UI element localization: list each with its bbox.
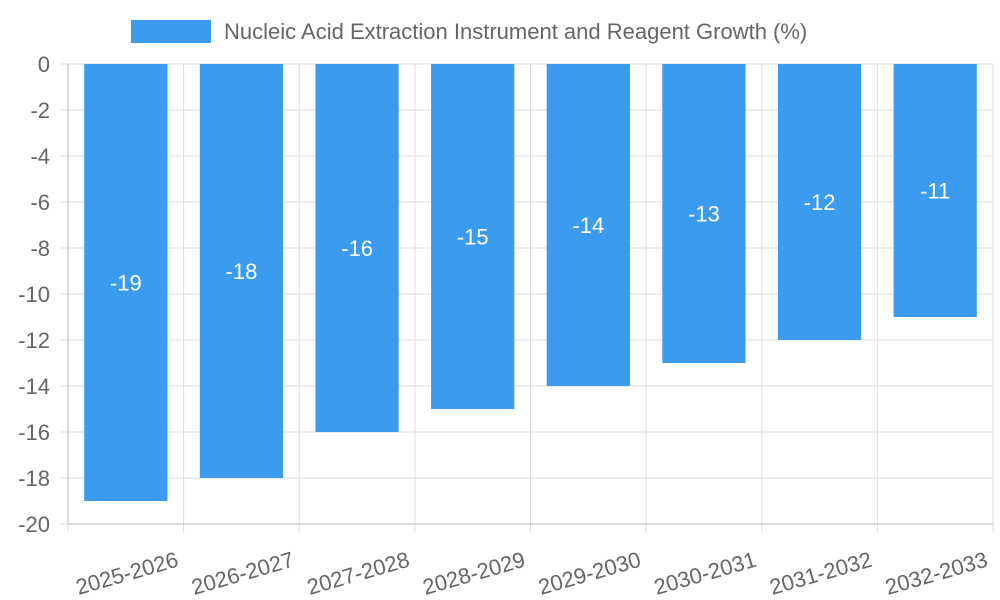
x-axis-ticks: 2025-2026 2026-2027 2027-2028 2028-2029 2029… bbox=[73, 547, 990, 600]
bar-value-label: -15 bbox=[457, 225, 489, 250]
y-tick-label: -18 bbox=[18, 466, 50, 491]
legend-label: Nucleic Acid Extraction Instrument and R… bbox=[224, 19, 807, 44]
y-tick-label: -4 bbox=[30, 144, 50, 169]
y-tick-label: -8 bbox=[30, 236, 50, 261]
bar-value-label: -14 bbox=[572, 213, 604, 238]
bar[interactable] bbox=[431, 64, 515, 409]
bar[interactable] bbox=[662, 64, 746, 363]
x-tick-label: 2027-2028 bbox=[304, 547, 412, 600]
legend-swatch bbox=[131, 20, 211, 43]
x-tick-label: 2025-2026 bbox=[73, 547, 181, 600]
y-tick-label: 0 bbox=[38, 52, 50, 77]
bar-value-label: -11 bbox=[920, 179, 950, 204]
y-tick-label: -14 bbox=[18, 374, 50, 399]
bar-value-label: -18 bbox=[226, 259, 258, 284]
bar-value-label: -19 bbox=[110, 271, 142, 296]
x-tick-label: 2029-2030 bbox=[535, 547, 643, 600]
y-tick-label: -16 bbox=[18, 420, 50, 445]
x-tick-label: 2030-2031 bbox=[651, 547, 759, 600]
bar[interactable] bbox=[84, 64, 168, 501]
bar-value-label: -13 bbox=[688, 202, 720, 227]
y-tick-label: -2 bbox=[30, 98, 50, 123]
bar[interactable] bbox=[199, 64, 284, 478]
y-axis-ticks: 0 -2 -4 -6 -8 -10 -12 -14 -16 -18 -20 bbox=[18, 52, 50, 537]
x-tick-label: 2026-2027 bbox=[189, 547, 297, 600]
bar[interactable] bbox=[893, 64, 977, 317]
bars: -19 -18 -16 -15 -14 -13 -12 -11 bbox=[84, 64, 977, 501]
x-tick-label: 2031-2032 bbox=[767, 547, 875, 600]
x-tick-label: 2028-2029 bbox=[420, 547, 528, 600]
y-tick-label: -12 bbox=[18, 328, 50, 353]
bar-value-label: -12 bbox=[804, 190, 836, 215]
bar[interactable] bbox=[315, 64, 399, 432]
y-tick-label: -10 bbox=[18, 282, 50, 307]
y-tick-label: -20 bbox=[18, 512, 50, 537]
y-tick-label: -6 bbox=[30, 190, 50, 215]
bar[interactable] bbox=[546, 64, 630, 386]
axes bbox=[67, 64, 993, 525]
legend[interactable]: Nucleic Acid Extraction Instrument and R… bbox=[131, 19, 807, 44]
x-tick-label: 2032-2033 bbox=[882, 547, 990, 600]
bar[interactable] bbox=[777, 64, 862, 340]
bar-value-label: -16 bbox=[341, 236, 373, 261]
